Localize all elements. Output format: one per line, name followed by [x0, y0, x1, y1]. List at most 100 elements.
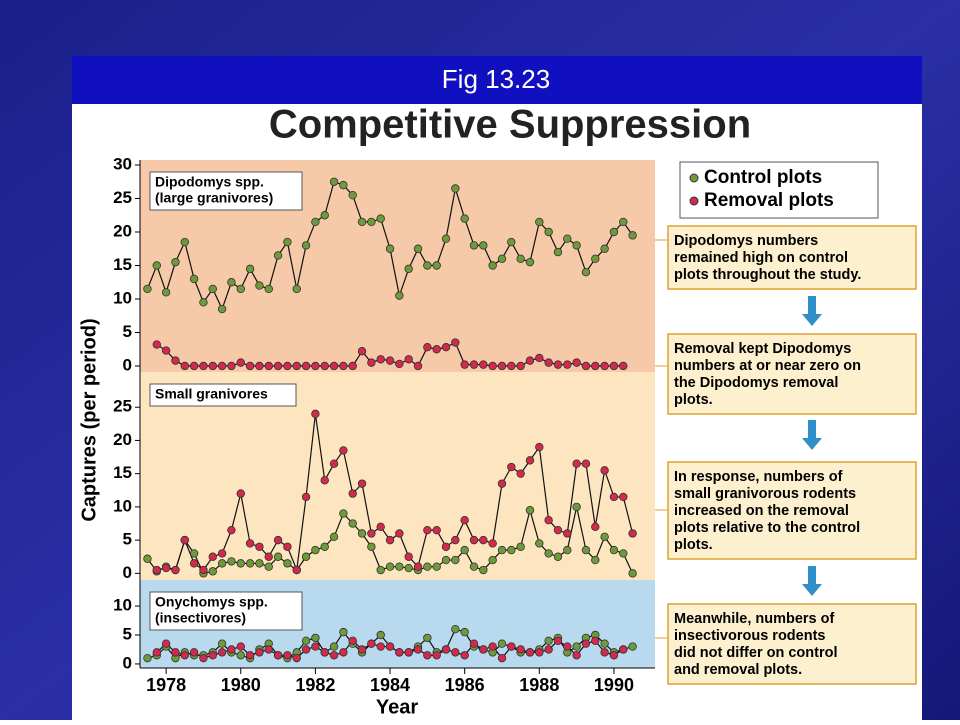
y-tick-label: 10 — [113, 496, 132, 515]
data-point — [171, 648, 180, 657]
data-point — [451, 555, 460, 565]
data-point — [367, 358, 376, 367]
data-point — [301, 361, 311, 371]
data-point — [609, 227, 619, 237]
data-point — [348, 190, 357, 200]
data-point — [339, 509, 348, 518]
data-point — [376, 642, 385, 651]
data-point — [507, 237, 516, 247]
data-point — [236, 642, 245, 651]
data-point — [600, 648, 609, 657]
data-point — [367, 639, 376, 648]
data-point — [544, 515, 553, 525]
data-point — [301, 645, 311, 654]
data-point — [404, 563, 413, 573]
x-tick-label: 1988 — [519, 675, 559, 695]
data-point — [441, 542, 451, 551]
callout-text: Removal kept Dipodomys — [674, 341, 851, 357]
x-axis-label: Year — [376, 696, 418, 718]
legend-label: Control plots — [704, 167, 822, 188]
data-point — [591, 522, 600, 532]
data-point — [497, 361, 507, 371]
data-point — [581, 361, 591, 371]
data-point — [255, 542, 264, 551]
data-point — [563, 234, 572, 243]
data-point — [413, 244, 423, 253]
data-point — [441, 234, 451, 243]
data-point — [339, 361, 348, 371]
data-point — [488, 642, 497, 651]
panel-label: (insectivores) — [155, 610, 246, 626]
x-tick-label: 1980 — [221, 675, 261, 695]
data-point — [516, 361, 525, 371]
data-point — [311, 642, 320, 651]
data-point — [535, 217, 544, 227]
data-point — [479, 565, 488, 575]
data-point — [152, 648, 161, 657]
data-point — [189, 549, 199, 558]
callout-text: Meanwhile, numbers of — [674, 611, 834, 627]
data-point — [395, 562, 404, 571]
data-point — [311, 409, 320, 419]
data-point — [432, 562, 441, 571]
data-point — [479, 241, 488, 250]
data-point — [469, 360, 479, 369]
data-point — [301, 636, 311, 645]
y-tick-label: 0 — [123, 563, 132, 582]
data-point — [413, 361, 423, 371]
data-point — [609, 651, 619, 660]
data-point — [479, 360, 488, 369]
data-point — [180, 651, 189, 660]
data-point — [273, 552, 283, 561]
callout-text: plots. — [674, 392, 713, 408]
data-point — [357, 217, 367, 227]
callout-text: small granivorous rodents — [674, 486, 856, 502]
data-point — [385, 535, 395, 545]
data-point — [563, 545, 572, 555]
data-point — [581, 459, 591, 468]
data-point — [339, 648, 348, 657]
data-point — [451, 184, 460, 193]
data-point — [619, 361, 628, 371]
data-point — [544, 358, 553, 367]
data-point — [535, 353, 544, 363]
data-point — [376, 565, 385, 575]
data-point — [227, 645, 236, 654]
data-point — [161, 346, 171, 355]
data-point — [404, 355, 413, 364]
data-point — [217, 559, 227, 568]
data-point — [591, 361, 600, 371]
arrow — [802, 296, 822, 326]
data-point — [609, 361, 619, 371]
y-tick-label: 30 — [113, 155, 132, 174]
data-point — [432, 525, 441, 535]
data-point — [553, 247, 563, 257]
data-point — [152, 565, 161, 575]
data-point — [544, 636, 553, 645]
y-axis-label: Captures (per period) — [78, 318, 100, 521]
data-point — [600, 361, 609, 371]
data-point — [357, 479, 367, 488]
data-point — [236, 559, 245, 568]
data-point — [619, 645, 628, 654]
data-point — [339, 180, 348, 190]
data-point — [245, 559, 255, 568]
data-point — [497, 639, 507, 648]
data-point — [255, 559, 264, 568]
data-point — [143, 554, 152, 563]
data-point — [535, 648, 544, 657]
data-point — [199, 653, 208, 663]
data-point — [544, 549, 553, 558]
data-point — [497, 545, 507, 555]
data-point — [236, 651, 245, 660]
data-point — [199, 298, 208, 307]
y-tick-label: 25 — [113, 397, 132, 416]
callout-text: plots. — [674, 537, 713, 553]
panel-label-box — [149, 591, 303, 631]
panel-label: (large granivores) — [155, 190, 273, 206]
data-point — [544, 227, 553, 237]
y-tick-label: 25 — [113, 188, 132, 207]
data-point — [469, 562, 479, 571]
data-point — [236, 358, 245, 367]
data-point — [572, 358, 581, 367]
